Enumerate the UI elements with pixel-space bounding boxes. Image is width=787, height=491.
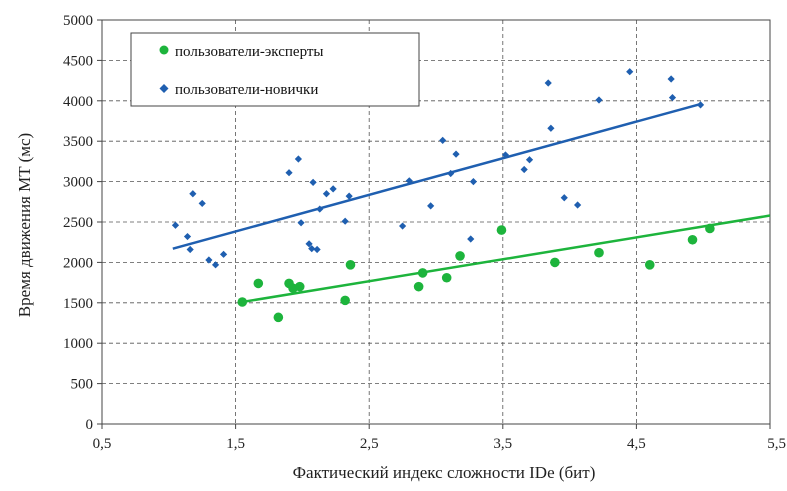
- data-point-novices: [427, 202, 435, 210]
- data-point-novices: [186, 245, 194, 254]
- data-point-novices: [667, 75, 675, 83]
- data-point-experts: [644, 260, 655, 270]
- data-point-novices: [544, 79, 552, 87]
- y-tick-label: 5000: [63, 13, 93, 29]
- data-point-novices: [467, 235, 475, 243]
- data-point-experts: [455, 251, 465, 261]
- data-point-experts: [496, 225, 507, 235]
- data-point-novices: [294, 155, 302, 163]
- legend-label-novices: пользователи-новички: [175, 82, 318, 98]
- y-tick-label: 3000: [63, 175, 93, 191]
- legend-box: [130, 32, 420, 107]
- data-point-experts: [294, 281, 305, 292]
- data-point-novices: [452, 150, 460, 158]
- data-point-novices: [313, 245, 321, 254]
- data-point-novices: [520, 165, 528, 174]
- y-tick-label: 2500: [63, 215, 93, 231]
- data-point-novices: [171, 221, 180, 229]
- data-point-experts: [340, 295, 350, 306]
- data-point-novices: [316, 205, 324, 213]
- data-point-experts: [441, 272, 452, 283]
- data-point-experts: [594, 247, 604, 258]
- data-point-novices: [447, 169, 455, 178]
- data-point-novices: [309, 178, 317, 187]
- data-point-novices: [297, 219, 305, 227]
- y-tick-label: 500: [71, 377, 94, 393]
- x-tick-label: 0,5: [93, 436, 112, 452]
- trend-line-experts: [242, 214, 771, 304]
- data-point-novices: [501, 151, 510, 159]
- y-tick-label: 1000: [63, 336, 93, 352]
- y-tick-label: 3500: [63, 134, 93, 150]
- y-axis-label: Время движения MT (мс): [15, 133, 34, 317]
- data-point-experts: [273, 312, 284, 323]
- legend-marker-novices: [159, 84, 169, 93]
- data-point-novices: [345, 192, 353, 200]
- data-point-experts: [345, 260, 356, 270]
- data-point-novices: [668, 93, 677, 102]
- data-point-experts: [413, 281, 424, 292]
- x-tick-label: 4,5: [627, 436, 646, 452]
- y-tick-label: 0: [86, 417, 94, 433]
- y-tick-label: 4500: [63, 53, 93, 69]
- data-point-novices: [305, 240, 313, 248]
- data-point-novices: [525, 156, 534, 164]
- data-point-novices: [189, 190, 197, 198]
- data-point-novices: [595, 96, 603, 104]
- data-point-novices: [205, 256, 213, 264]
- data-points: [171, 68, 715, 323]
- data-point-novices: [696, 101, 705, 109]
- data-point-novices: [399, 222, 407, 230]
- x-tick-label: 3,5: [493, 436, 512, 452]
- data-point-novices: [198, 199, 206, 208]
- x-tick-label: 2,5: [360, 436, 379, 452]
- data-point-novices: [285, 169, 293, 177]
- legend-marker-experts: [159, 45, 169, 55]
- data-point-novices: [322, 190, 331, 198]
- trend-lines: [172, 102, 771, 304]
- data-point-novices: [341, 217, 349, 225]
- data-point-novices: [574, 201, 582, 209]
- trend-line-novices: [172, 102, 701, 250]
- data-point-novices: [308, 245, 316, 253]
- data-point-novices: [560, 194, 568, 202]
- legend-label-experts: пользователи-эксперты: [175, 44, 324, 60]
- data-point-experts: [687, 234, 698, 245]
- x-tick-label: 5,5: [767, 436, 786, 452]
- data-point-novices: [405, 177, 413, 185]
- data-point-novices: [547, 124, 555, 132]
- y-tick-label: 4000: [63, 94, 93, 110]
- x-axis-label: Фактический индекс сложности IDe (бит): [293, 463, 596, 482]
- y-axis-ticks: 0 500 1000 1500 2000 2500 3000 3500 4000 4500 5000: [63, 13, 102, 433]
- data-point-experts: [237, 297, 248, 307]
- data-point-novices: [219, 250, 228, 258]
- data-point-novices: [183, 232, 192, 241]
- data-point-experts: [253, 278, 264, 289]
- data-point-novices: [329, 185, 337, 193]
- data-point-experts: [705, 223, 715, 234]
- data-point-experts: [550, 257, 560, 268]
- data-point-novices: [626, 68, 634, 76]
- grid: [102, 20, 770, 424]
- data-point-novices: [469, 178, 478, 186]
- legend: пользователи-эксперты пользователи-нович…: [130, 32, 420, 107]
- data-point-novices: [211, 261, 220, 269]
- data-point-experts: [417, 268, 428, 278]
- y-tick-label: 1500: [63, 296, 93, 312]
- x-tick-label: 1,5: [226, 436, 245, 452]
- data-point-novices: [439, 136, 447, 144]
- y-tick-label: 2000: [63, 255, 93, 271]
- x-axis-ticks: 0,5 1,5 2,5 3,5 4,5 5,5: [93, 424, 786, 452]
